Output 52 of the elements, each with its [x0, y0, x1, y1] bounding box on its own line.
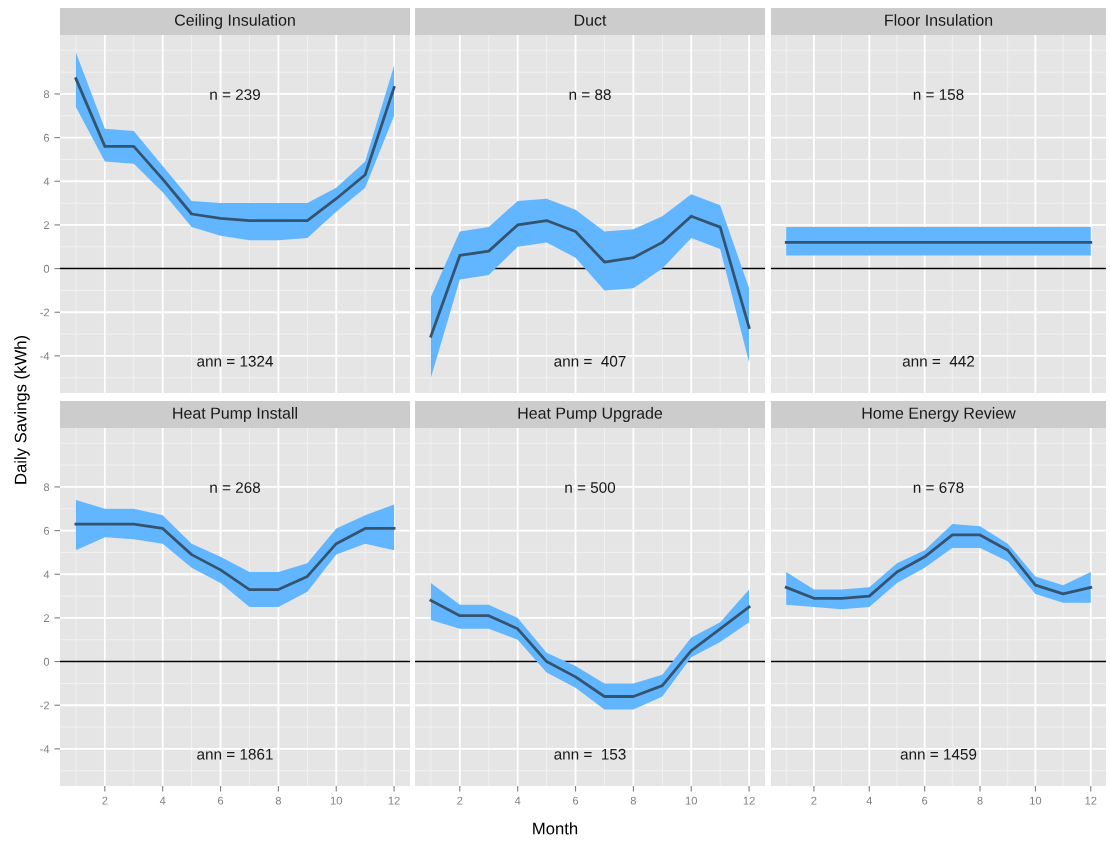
x-tick-label: 2: [811, 796, 817, 805]
x-tick-label: 12: [388, 796, 400, 805]
annotation: n = 268: [210, 482, 261, 493]
x-tick-label: 8: [630, 796, 636, 805]
x-tick-label: 10: [330, 796, 342, 805]
x-tick-label: 2: [102, 796, 108, 805]
annotation: ann = 442: [902, 355, 975, 367]
chart-title: Duct: [574, 14, 607, 26]
x-tick-label: 4: [514, 796, 521, 805]
y-tick-label: 4: [43, 177, 50, 186]
annotation: n = 158: [913, 89, 964, 100]
annotation: ann = 153: [554, 748, 626, 760]
annotation: ann = 1459: [900, 748, 977, 760]
annotation: ann = 407: [554, 355, 626, 367]
chart-title: Floor Insulation: [885, 14, 993, 26]
x-tick-label: 12: [1085, 796, 1097, 805]
y-tick-label: 0: [43, 657, 50, 666]
y-tick-label: 0: [43, 264, 50, 273]
annotation: ann = 1861: [197, 748, 273, 760]
y-tick-label: 8: [43, 90, 50, 99]
y-tick-label: 6: [43, 133, 50, 142]
y-tick-label: -2: [40, 308, 50, 317]
y-tick-label: 8: [43, 483, 50, 492]
y-tick-label: 2: [43, 614, 50, 622]
x-tick-label: 8: [275, 796, 281, 805]
x-tick-label: 10: [1030, 796, 1042, 805]
chart-title: Ceiling Insulation: [174, 14, 295, 29]
annotation: n = 678: [913, 482, 964, 493]
y-tick-label: -2: [40, 701, 50, 710]
chart-title: Heat Pump Install: [173, 407, 297, 422]
y-tick-label: -4: [40, 352, 50, 360]
x-tick-label: 2: [457, 796, 463, 805]
y-tick-label: 4: [43, 570, 50, 579]
x-tick-label: 10: [685, 796, 697, 805]
x-tick-label: 4: [159, 796, 166, 805]
y-tick-label: 6: [43, 526, 50, 535]
x-tick-label: 12: [743, 796, 755, 805]
y-axis-title: Daily Savings (kWh): [14, 336, 30, 484]
annotation: n = 88: [569, 89, 611, 100]
x-tick-label: 6: [922, 796, 928, 805]
y-tick-label: 2: [43, 221, 50, 229]
annotation: n = 239: [210, 89, 260, 100]
chart-title: Home Energy Review: [862, 407, 1016, 422]
x-tick-label: 6: [573, 796, 579, 805]
annotation: ann = 1324: [197, 355, 273, 367]
x-tick-label: 8: [977, 796, 983, 805]
annotation: n = 500: [565, 482, 616, 493]
x-tick-label: 6: [218, 796, 224, 805]
chart-title: Heat Pump Upgrade: [518, 407, 663, 422]
x-tick-label: 4: [866, 796, 873, 805]
x-axis-title: Month: [533, 822, 578, 835]
y-tick-label: -4: [40, 745, 50, 753]
